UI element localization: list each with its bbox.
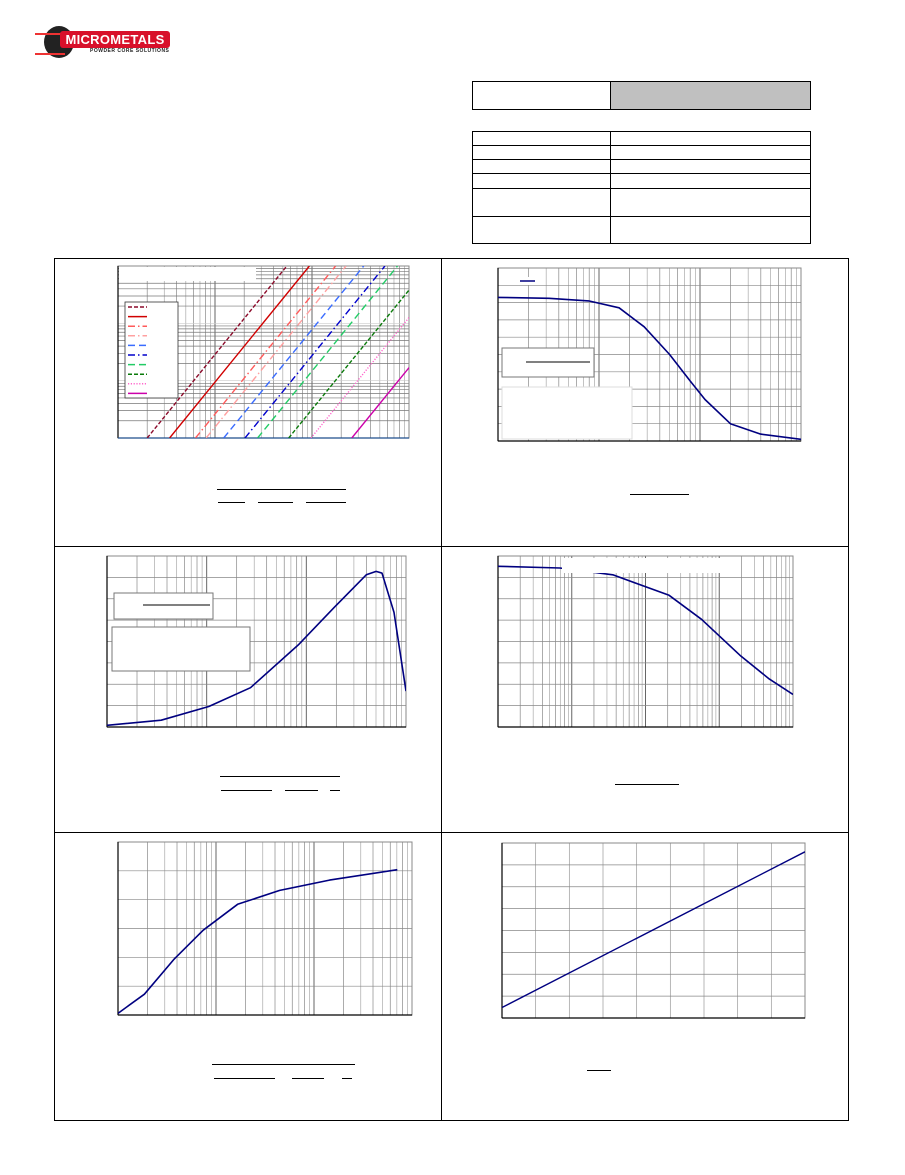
series-line-1	[498, 296, 801, 441]
chart-1-title-box	[119, 267, 256, 281]
series-line-8	[288, 288, 409, 438]
chart-5	[117, 841, 413, 1016]
spec-label-cell	[472, 216, 611, 244]
series-line-2	[169, 266, 310, 438]
chart-2-legend	[500, 277, 530, 285]
series-line-1	[146, 266, 288, 438]
series-line-5	[223, 266, 365, 438]
chart-1-legend	[124, 301, 179, 399]
series-line-1	[107, 570, 406, 727]
series-group	[498, 296, 801, 441]
series-group	[107, 570, 406, 727]
logo-coil-icon	[35, 33, 65, 55]
logo-brand-text: MICROMETALS	[60, 31, 170, 48]
row-divider	[54, 546, 848, 547]
part-header-table	[472, 81, 811, 110]
chart-3-formula-box	[113, 592, 214, 620]
series-line-7	[257, 266, 399, 438]
specs-table	[472, 131, 811, 244]
chart-3-coefficients-box	[111, 626, 251, 672]
series-line-4	[205, 266, 347, 438]
series-line-6	[244, 266, 386, 438]
series-group	[118, 868, 398, 1014]
legend-overlays	[111, 267, 727, 672]
series-line-1	[502, 851, 805, 1009]
chart-3	[106, 555, 407, 728]
grid	[497, 556, 793, 727]
column-divider	[441, 258, 442, 1120]
row-divider	[54, 832, 848, 833]
header-cell-shaded	[610, 81, 811, 110]
series-group	[146, 266, 409, 438]
chart-4-legend-box	[562, 558, 727, 573]
charts-frame	[54, 258, 849, 1121]
header-cell	[472, 81, 611, 110]
chart-6	[501, 842, 806, 1019]
series-line-3	[194, 266, 337, 438]
logo-tagline: POWDER CORE SOLUTIONS	[90, 48, 170, 54]
series-group	[502, 851, 805, 1009]
series-line-9	[310, 316, 409, 438]
chart-1	[117, 265, 410, 439]
grid	[502, 843, 805, 1018]
chart-4	[497, 555, 794, 728]
grid	[117, 842, 412, 1015]
series-line-1	[118, 868, 398, 1014]
spec-label-cell	[472, 188, 611, 217]
chart-2-coefficients-box	[501, 386, 633, 440]
spec-value-cell	[610, 216, 811, 244]
series-line-10	[351, 366, 409, 438]
